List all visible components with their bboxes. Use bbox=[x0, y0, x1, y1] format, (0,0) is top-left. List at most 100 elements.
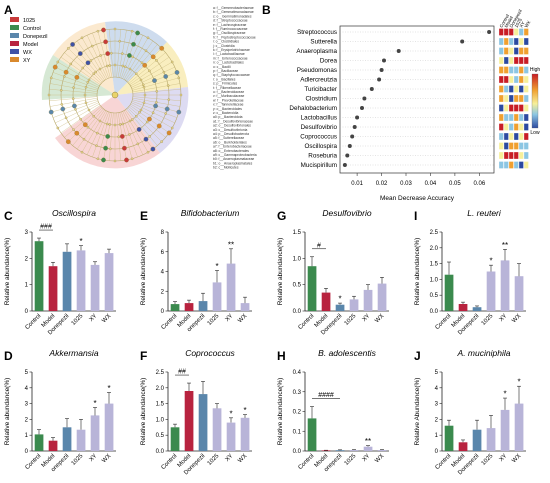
taxon-node bbox=[136, 127, 142, 132]
importance-point bbox=[460, 39, 465, 44]
bar bbox=[34, 241, 44, 311]
heat-cell bbox=[508, 142, 514, 150]
taxon-node bbox=[103, 145, 108, 151]
y-tick-label: 0.5 bbox=[293, 283, 302, 289]
taxon-node bbox=[174, 70, 180, 75]
y-axis-label: Relative abundance(%) bbox=[414, 238, 421, 306]
taxon-node bbox=[81, 66, 85, 70]
bar bbox=[90, 264, 100, 311]
taxon-node bbox=[150, 146, 156, 152]
taxon-node bbox=[166, 84, 170, 87]
category-label: XY bbox=[225, 453, 235, 463]
taxon-key-item: w: f__Prevotellaceae bbox=[213, 98, 244, 102]
bar bbox=[458, 304, 468, 311]
taxon-node bbox=[92, 114, 96, 118]
importance-point bbox=[362, 96, 367, 101]
bar bbox=[198, 301, 208, 311]
category-label: 1025 bbox=[481, 313, 495, 327]
y-tick-label: 0 bbox=[25, 449, 29, 455]
importance-point bbox=[396, 49, 401, 53]
taxon-key-item: f: f__Ruminococcaceae bbox=[213, 27, 248, 31]
heat-low-label: Low bbox=[530, 130, 540, 136]
panel-b-plot-frame bbox=[339, 25, 495, 174]
heat-cell bbox=[498, 161, 504, 169]
taxon-node bbox=[52, 64, 58, 70]
heat-cell bbox=[518, 104, 524, 112]
branch-line bbox=[81, 37, 107, 80]
taxon-node bbox=[113, 63, 117, 67]
heat-cell bbox=[513, 85, 519, 93]
taxon-key-item: o: c__Bacilli bbox=[213, 65, 231, 69]
bar bbox=[472, 429, 482, 451]
branch-line bbox=[132, 83, 181, 93]
genus-label: Oscillospira bbox=[304, 143, 337, 150]
taxon-node bbox=[80, 150, 84, 154]
taxon-node bbox=[80, 36, 84, 40]
bar bbox=[240, 417, 250, 451]
legend-label-control: Control bbox=[23, 26, 41, 32]
taxon-node bbox=[113, 27, 117, 31]
y-tick-label: 2.5 bbox=[430, 230, 439, 236]
heat-cell bbox=[513, 94, 519, 103]
taxon-key-item: b: f__Gemmatimonadaceae bbox=[213, 10, 254, 14]
taxon-node bbox=[145, 120, 149, 124]
taxon-node bbox=[96, 157, 100, 161]
significance-mark: * bbox=[489, 257, 492, 266]
taxon-node bbox=[47, 93, 51, 97]
y-tick-label: 2.0 bbox=[430, 246, 439, 252]
taxon-node bbox=[105, 134, 111, 139]
taxon-node bbox=[60, 103, 64, 106]
heat-cell bbox=[498, 28, 504, 36]
bar bbox=[48, 266, 58, 311]
category-label: XY bbox=[362, 313, 372, 323]
heat-cell bbox=[513, 113, 519, 122]
branch-line bbox=[55, 102, 99, 124]
category-label: Control bbox=[434, 313, 452, 331]
bar bbox=[48, 440, 58, 451]
heat-cell bbox=[503, 28, 509, 36]
heat-cell bbox=[498, 113, 504, 122]
taxon-node bbox=[134, 114, 138, 118]
taxon-node bbox=[128, 67, 132, 71]
y-tick-label: 4 bbox=[161, 270, 165, 276]
taxon-node bbox=[56, 60, 60, 64]
heat-cell bbox=[498, 94, 504, 103]
bar bbox=[226, 422, 236, 451]
legend-swatch-control bbox=[10, 25, 19, 30]
heat-cell bbox=[513, 132, 519, 141]
y-tick-label: 0.0 bbox=[156, 449, 165, 455]
taxon-node bbox=[142, 85, 146, 89]
heat-cell bbox=[513, 161, 519, 169]
taxon-node bbox=[105, 122, 109, 126]
taxon-node bbox=[98, 67, 102, 71]
heat-cell bbox=[503, 94, 509, 103]
heat-cell bbox=[518, 123, 524, 131]
taxon-node bbox=[147, 116, 152, 122]
taxon-key-item: a9: c__Gammaproteobacteria bbox=[213, 153, 257, 157]
category-label: 1025 bbox=[207, 313, 221, 327]
bar bbox=[363, 446, 373, 451]
panel-letter: J bbox=[414, 349, 421, 363]
taxon-key-item: q: f__Staphylococcaceae bbox=[213, 73, 250, 77]
bar-panel-d: D Akkermansia Relative abundance(%) 0 1 2 3 4 5 C… bbox=[4, 348, 116, 473]
taxon-node bbox=[146, 150, 150, 154]
significance-mark: * bbox=[93, 399, 96, 408]
heat-cell bbox=[518, 85, 524, 93]
taxon-key-item: y: o__Bacteroidales bbox=[213, 107, 242, 111]
bar-panel-h: H B. adolescentis Relative abundance(%) 0.0… bbox=[277, 348, 389, 473]
category-label: 1025 bbox=[207, 453, 221, 467]
significance-mark: * bbox=[215, 262, 218, 271]
taxon-node bbox=[63, 75, 66, 78]
taxon-key-item: h: f__Peptostreptococcaceae bbox=[213, 35, 256, 39]
taxon-node bbox=[144, 49, 148, 53]
bar bbox=[486, 428, 496, 451]
genus-label: Mucispirillum bbox=[301, 162, 337, 169]
panel-letter: I bbox=[414, 209, 417, 223]
y-tick-label: 6 bbox=[161, 250, 165, 256]
heat-cell bbox=[503, 113, 509, 122]
legend-swatch-1025 bbox=[10, 17, 19, 22]
taxon-node bbox=[140, 61, 144, 65]
category-label: WX bbox=[374, 453, 385, 464]
significance-mark: ** bbox=[228, 240, 234, 249]
